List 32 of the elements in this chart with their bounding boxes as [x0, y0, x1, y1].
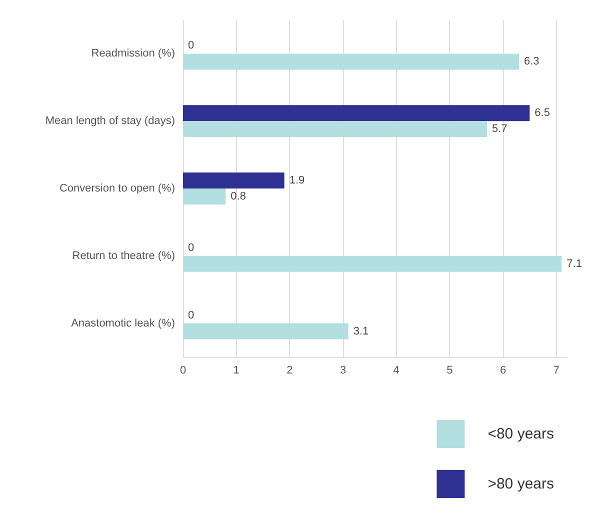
x-tick-label: 2	[286, 364, 293, 376]
x-tick-label: 6	[500, 364, 506, 376]
bar	[183, 105, 530, 122]
data-label: 6.3	[524, 56, 540, 68]
bar	[183, 256, 562, 272]
bar	[183, 121, 487, 138]
x-tick-label: 3	[340, 364, 346, 376]
x-tick-label: 4	[393, 364, 400, 376]
data-label: 1.9	[289, 174, 305, 186]
x-tick-label: 7	[553, 364, 560, 376]
data-label: 0.8	[230, 190, 246, 202]
y-tick-label: Return to theatre (%)	[72, 250, 175, 262]
x-tick-label: 5	[446, 364, 453, 376]
bar	[183, 188, 226, 204]
y-tick-label: Mean length of stay (days)	[45, 115, 175, 128]
bar	[183, 172, 284, 188]
data-label: 6.5	[534, 107, 550, 120]
data-label: 7.1	[566, 258, 582, 270]
bar	[183, 323, 348, 340]
data-label: 0	[188, 40, 194, 52]
data-label: 3.1	[353, 325, 369, 338]
data-label: 5.7	[492, 123, 508, 136]
x-tick-label: 0	[180, 364, 186, 376]
data-label: 0	[188, 309, 194, 322]
bar	[183, 54, 519, 70]
y-tick-label: Readmission (%)	[91, 48, 175, 60]
y-tick-label: Conversion to open (%)	[59, 182, 175, 194]
legend-label: <80 years	[488, 426, 554, 442]
data-label: 0	[188, 242, 194, 254]
y-tick-label: Anastomotic leak (%)	[71, 317, 175, 330]
legend-label: >80 years	[488, 476, 554, 492]
x-tick-label: 1	[233, 364, 240, 376]
